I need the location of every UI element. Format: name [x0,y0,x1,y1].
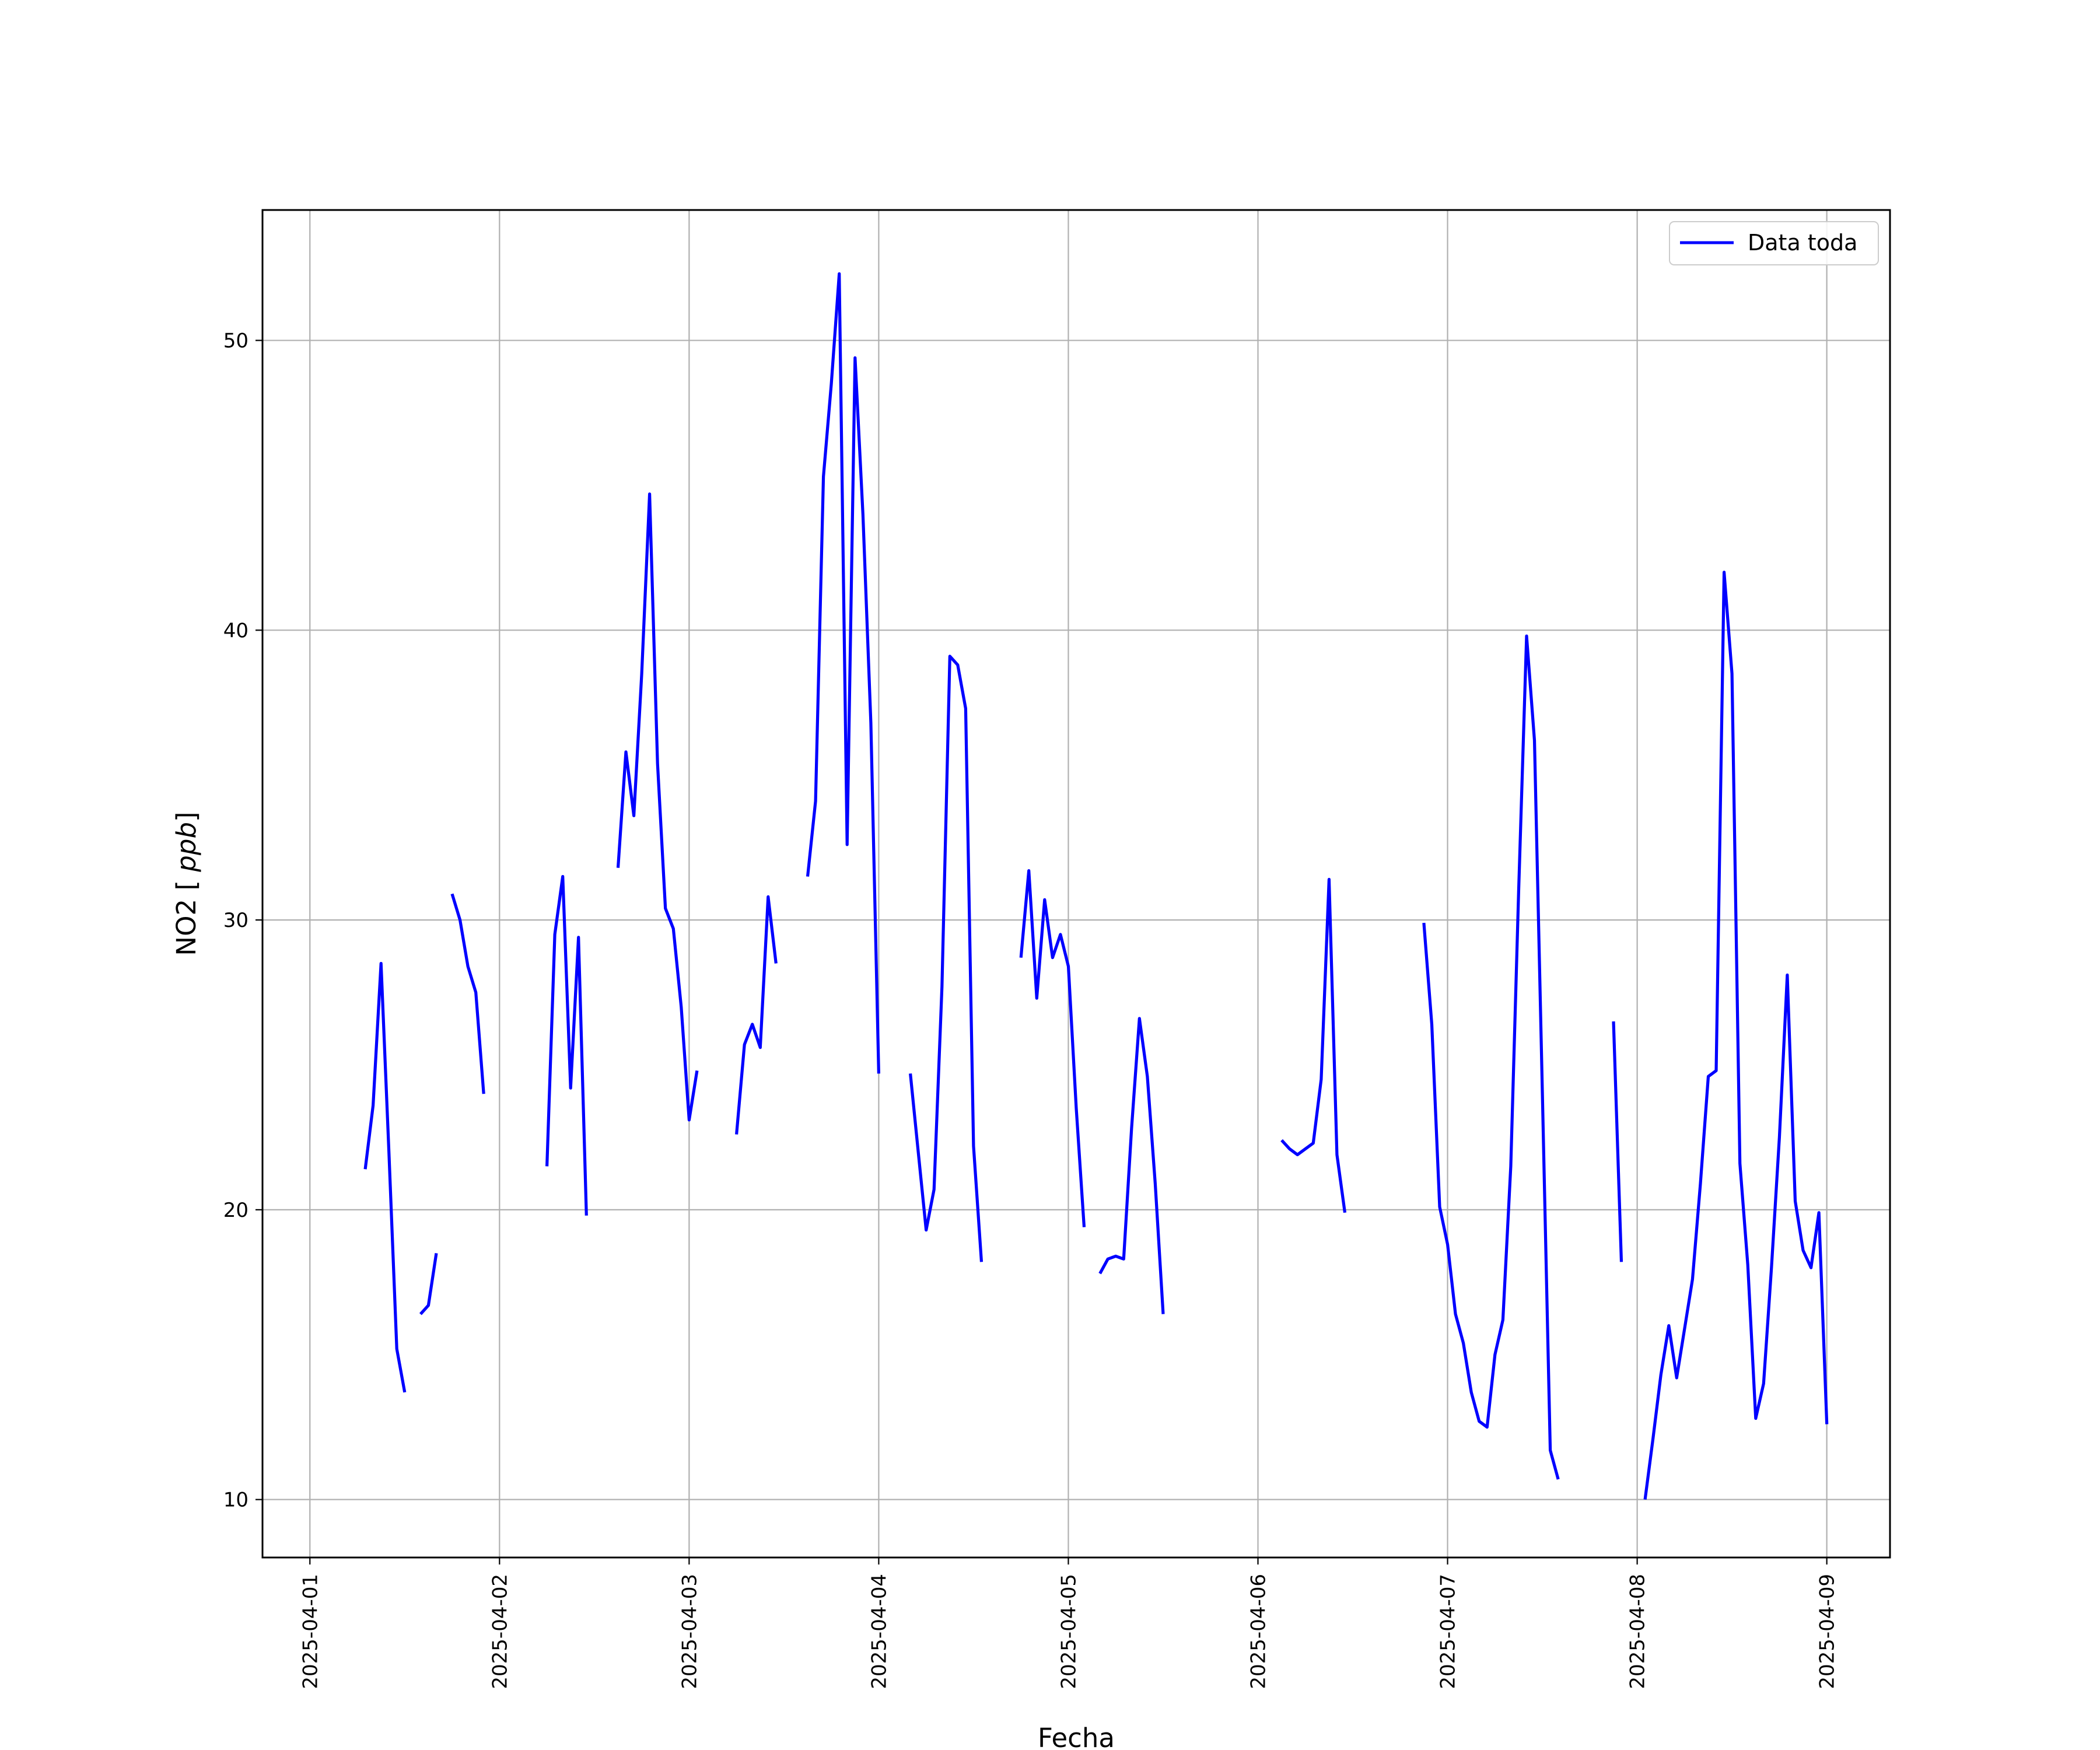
x-tick-label: 2025-04-09 [1816,1574,1839,1689]
x-tick-label: 2025-04-04 [867,1574,891,1689]
series-line-segment [1643,570,1829,1500]
series-layer [363,272,1829,1500]
x-axis-label: Fecha [1038,1723,1115,1750]
x-tick-label: 2025-04-06 [1247,1574,1270,1689]
y-axis-label: NO2 [ ppb] [171,811,202,956]
y-axis-label-text: NO2 [ [171,880,202,956]
legend-label: Data toda [1748,230,1857,256]
series-line-segment [545,874,588,1216]
y-tick-label: 20 [223,1199,249,1222]
series-line-segment [806,272,880,1074]
y-tick-label: 50 [223,330,249,353]
y-axis-unit: ppb [171,822,202,873]
x-tick-label: 2025-04-08 [1626,1574,1650,1689]
series-line-segment [1422,634,1560,1480]
x-tick-label: 2025-04-05 [1057,1574,1080,1689]
x-tick-label: 2025-04-02 [488,1574,512,1689]
series-line-segment [450,893,485,1094]
series-line-segment [616,492,699,1122]
x-tick-label: 2025-04-03 [678,1574,701,1689]
y-tick-label: 30 [223,909,249,932]
legend: Data toda [1669,221,1879,265]
legend-box [1669,221,1879,265]
series-line-segment [909,654,984,1262]
y-tick-label: 10 [223,1489,249,1512]
axis-ticks: 2025-04-01 2025-04-02 2025-04-03 2025-04-04… [223,330,1839,1689]
y-tick-label: 40 [223,619,249,642]
series-line-segment [363,961,407,1393]
plot-frame [261,209,1891,1559]
series-line-segment [735,895,778,1135]
x-tick-label: 2025-04-01 [299,1574,322,1689]
y-axis-label-end: ] [171,811,202,822]
series-line-segment [419,1253,438,1315]
x-tick-label: 2025-04-07 [1437,1574,1460,1689]
series-line-segment [1098,1017,1165,1314]
series-line-segment [1612,1021,1623,1262]
series-line-segment [1280,877,1347,1213]
series-line-segment [1019,869,1086,1227]
